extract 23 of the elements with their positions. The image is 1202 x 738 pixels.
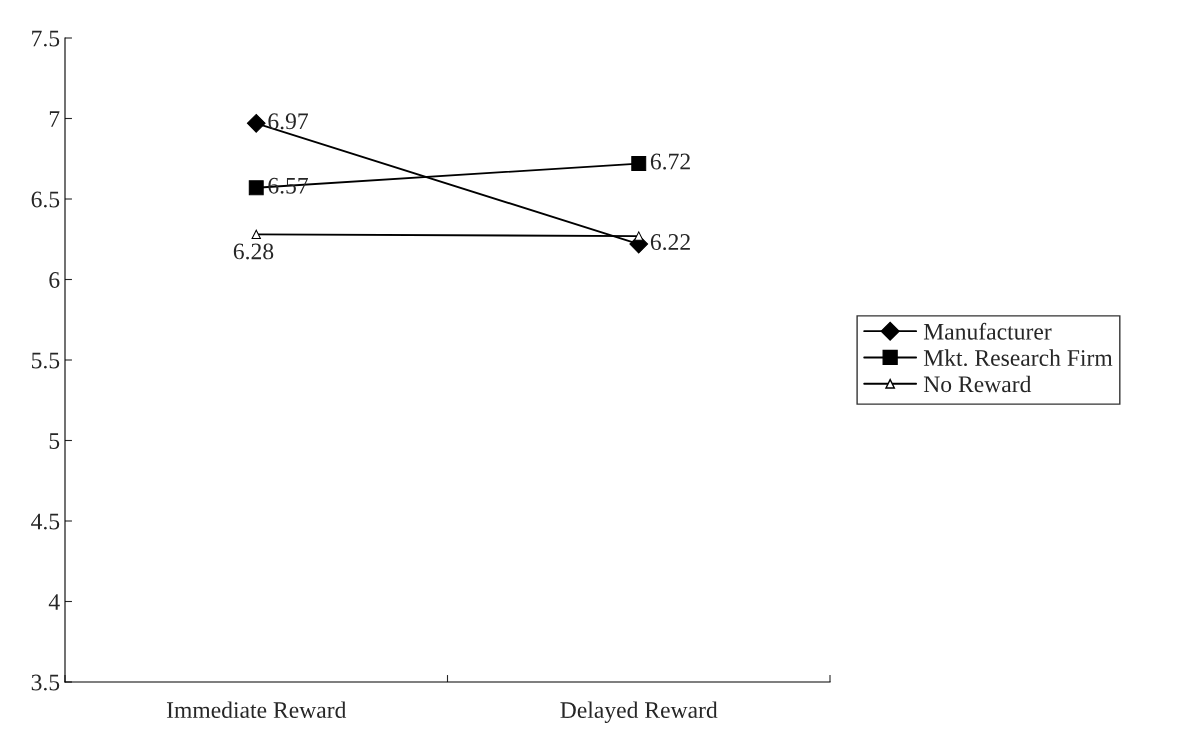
x-tick-label: Delayed Reward [560,701,718,723]
point [248,180,264,196]
data-label: 6.22 [650,234,690,251]
legend-label: Manufacturer [923,322,1052,340]
x-tick-label: Immediate Reward [166,701,347,719]
data-label: 6.28 [233,243,274,260]
point [631,156,647,172]
data-label: 6.72 [650,153,690,170]
y-tick-label: 7.5 [32,30,60,47]
y-tick-label: 5.5 [32,352,60,369]
y-tick-label: 6.5 [31,191,60,208]
y-tick-label: 7 [49,111,60,127]
point [251,229,261,240]
legend-label: No Reward [923,375,1032,393]
y-tick-label: 3.5 [31,674,60,691]
point [246,113,266,133]
y-tick-label: 6 [49,272,60,288]
point [634,231,644,241]
y-tick-label: 5 [49,433,60,449]
data-label: 6.97 [268,113,308,130]
y-tick-label: 4.5 [31,513,60,530]
y-tick-label: 4 [48,594,60,610]
legend-label: Mkt. Research Firm [923,349,1113,367]
